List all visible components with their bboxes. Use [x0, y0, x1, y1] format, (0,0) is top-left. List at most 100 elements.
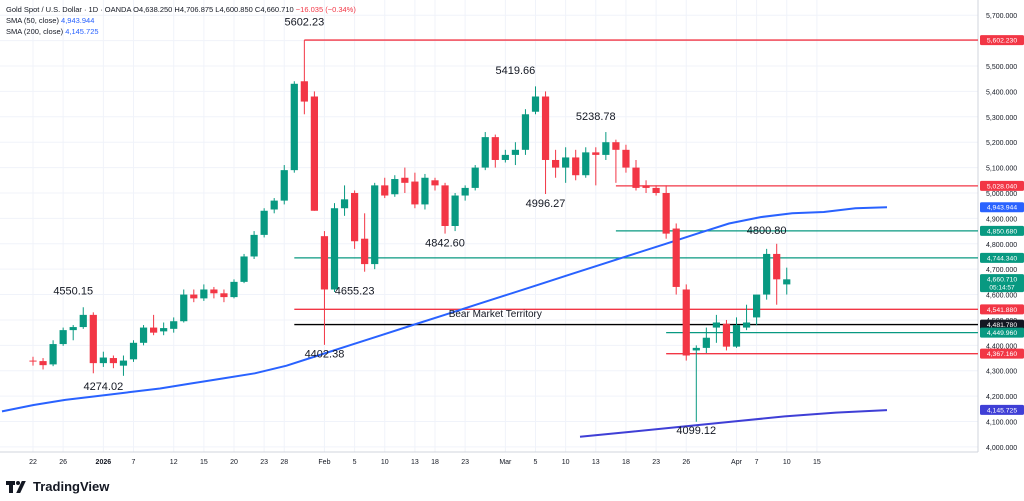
candle-body [421, 177, 429, 205]
price-tag: 4,660.710 [987, 277, 1017, 284]
level-price-tag: 4,449.960 [987, 330, 1017, 337]
candle-body [732, 325, 741, 347]
chart-legend: Gold Spot / U.S. Dollar · 1D · OANDA O4,… [6, 4, 356, 37]
candle [139, 325, 148, 346]
level-price-tag-bg [980, 304, 1024, 315]
level-price-tag-bg [980, 252, 1024, 263]
candle [572, 149, 580, 181]
candle-body [582, 152, 590, 176]
candle-body [541, 96, 550, 160]
y-tick-label: 4,600.000 [986, 293, 1017, 300]
candle-body [49, 344, 57, 365]
candle-body [381, 185, 389, 196]
x-tick-label: 13 [411, 459, 419, 466]
candle [753, 294, 761, 326]
x-tick-label: 28 [280, 459, 288, 466]
candle-body [612, 142, 620, 150]
candle [320, 231, 329, 345]
x-tick-label: Mar [499, 459, 512, 466]
legend-symbol[interactable]: Gold Spot / U.S. Dollar · 1D · OANDA [6, 5, 132, 14]
candle [129, 340, 138, 362]
candle-body [310, 96, 318, 211]
candle-body [652, 187, 660, 193]
candle-body [642, 185, 650, 188]
price-tag: 4,145.725 [987, 407, 1017, 414]
candle [79, 307, 87, 329]
y-tick-label: 4,300.000 [986, 369, 1017, 376]
y-tick-label: 4,800.000 [986, 242, 1017, 249]
candle-body [361, 238, 369, 265]
candle [622, 144, 630, 173]
x-tick-label: 22 [29, 459, 37, 466]
x-tick-label: 15 [813, 459, 821, 466]
candle [411, 172, 419, 209]
candle [722, 319, 731, 351]
x-tick-label: 10 [381, 459, 389, 466]
candle [300, 40, 308, 115]
candle [552, 149, 560, 178]
price-annotation: 4550.15 [53, 286, 93, 298]
tradingview-brand[interactable]: TradingView [6, 479, 109, 494]
y-tick-label: 5,500.000 [986, 64, 1017, 71]
candle [742, 304, 751, 331]
candle-body [431, 180, 439, 186]
level-price-tag: 5,602.230 [987, 38, 1017, 45]
candle-body [79, 314, 87, 328]
legend-sma200-label: SMA (200, close) [6, 27, 64, 36]
candle [481, 132, 489, 171]
x-tick-label: 18 [431, 459, 439, 466]
candle-body [662, 192, 670, 234]
y-tick-label: 4,400.000 [986, 343, 1017, 350]
candle [562, 147, 570, 183]
candle-body [481, 137, 489, 168]
x-tick-label: 23 [260, 459, 268, 466]
legend-sma200-value: 4,145.725 [65, 27, 99, 36]
candle-body [230, 281, 238, 298]
candle [602, 132, 610, 160]
x-tick-label: 5 [353, 459, 357, 466]
grid [0, 0, 978, 452]
candle [672, 223, 680, 295]
candle-body [29, 360, 37, 362]
candle-body [692, 347, 700, 351]
candle [662, 185, 670, 239]
candle-body [190, 294, 198, 299]
x-tick-label: 12 [170, 459, 178, 466]
candle-body [340, 199, 349, 209]
candle-body [773, 253, 781, 280]
x-tick-label: 7 [755, 459, 759, 466]
y-tick-label: 5,000.000 [986, 191, 1017, 198]
candle [340, 185, 349, 216]
candle-body [220, 293, 228, 298]
candle-body [129, 342, 138, 360]
candle-body [300, 81, 308, 102]
legend-sma200-row[interactable]: SMA (200, close) 4,145.725 [6, 26, 356, 37]
candle [642, 180, 650, 193]
legend-sma50-row[interactable]: SMA (50, close) 4,943.944 [6, 15, 356, 26]
x-tick-label: 23 [652, 459, 660, 466]
candle [702, 327, 710, 353]
candle-body [712, 322, 720, 328]
candle [531, 86, 540, 115]
candles [29, 40, 791, 422]
candle [391, 175, 399, 197]
candle [89, 312, 97, 374]
level-price-tag: 4,541.880 [987, 307, 1017, 314]
x-tick-label: Apr [731, 459, 743, 466]
sma-200-line [579, 409, 888, 438]
candle [511, 142, 519, 166]
candle-body [461, 187, 469, 196]
candle-body [632, 167, 640, 188]
price-tag-timer: 05:14:57 [989, 285, 1015, 292]
price-tag-bg [980, 202, 1024, 213]
candle-body [280, 170, 288, 201]
x-tick-label: 15 [200, 459, 208, 466]
candle-body [562, 157, 570, 168]
candle [431, 177, 439, 191]
candle-body [742, 322, 751, 328]
legend-change: −16.035 (−0.34%) [295, 5, 356, 14]
candle-body [441, 185, 449, 226]
candle [260, 208, 268, 238]
candle [69, 325, 77, 341]
